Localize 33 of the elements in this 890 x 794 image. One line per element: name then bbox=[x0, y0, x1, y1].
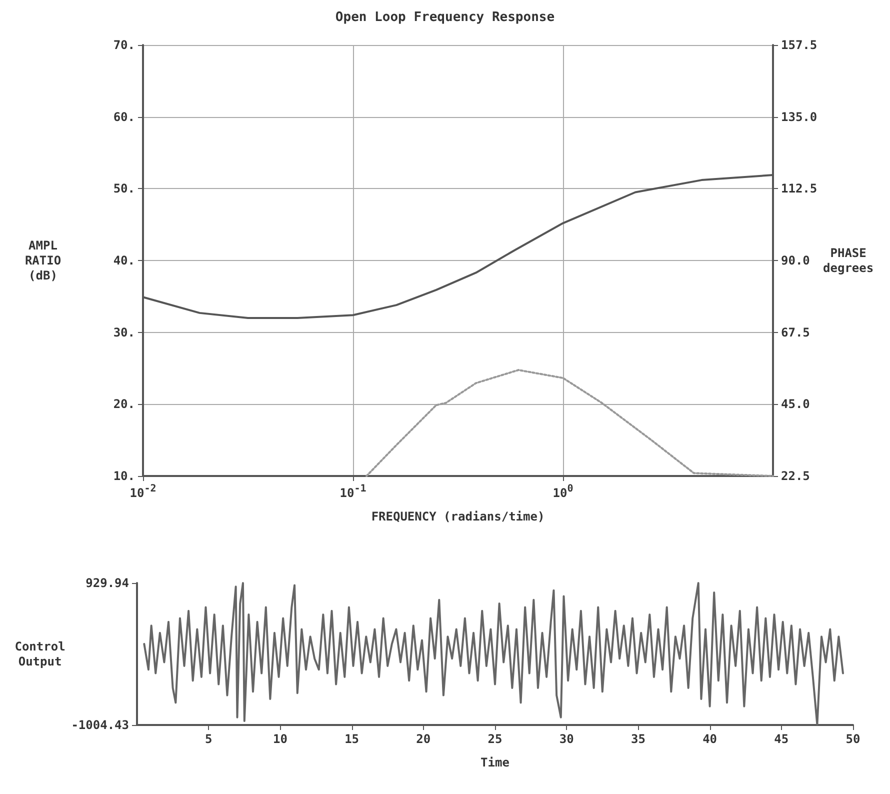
x-axis-title: FREQUENCY (radians/time) bbox=[371, 510, 545, 524]
x-tick-label: 50 bbox=[846, 732, 860, 746]
y-tick-label: -1004.43 bbox=[71, 718, 129, 732]
y-tick-label: 60. bbox=[113, 110, 135, 124]
chart-title: Open Loop Frequency Response bbox=[335, 10, 555, 25]
y-tick-label: 40. bbox=[113, 254, 135, 268]
x-tick-label: 25 bbox=[488, 732, 502, 746]
y-axis-title: AMPL RATIO (dB) bbox=[24, 238, 62, 282]
x-axis-title: Time bbox=[480, 756, 510, 770]
x-tick-label: 15 bbox=[344, 732, 360, 746]
y2-tick-label: 135.0 bbox=[781, 110, 818, 124]
y2-tick-label: 45.0 bbox=[781, 397, 810, 412]
y-tick-label: 70. bbox=[113, 38, 135, 52]
x-tick-label: 40 bbox=[702, 732, 718, 746]
y2-tick-label: 157.5 bbox=[781, 38, 818, 52]
x-tick-label: 30 bbox=[559, 732, 574, 746]
y-tick-label: 50. bbox=[113, 182, 135, 196]
y2-tick-label: 67.5 bbox=[781, 325, 810, 340]
y2-axis-title: PHASE degrees bbox=[823, 246, 874, 275]
x-tick-label: 20 bbox=[416, 732, 431, 746]
y2-tick-label: 90.0 bbox=[781, 254, 810, 268]
line-series bbox=[143, 582, 844, 726]
y-tick-label: 20. bbox=[113, 397, 135, 412]
y-tick-label: 929.94 bbox=[86, 576, 129, 590]
y-tick-label: 30. bbox=[113, 325, 135, 340]
x-tick-label: 5 bbox=[204, 732, 212, 746]
x-tick-label: 35 bbox=[630, 732, 646, 746]
y2-tick-label: 22.5 bbox=[781, 469, 810, 483]
x-tick-label: 10 bbox=[272, 732, 288, 746]
y-tick-label: 10. bbox=[113, 469, 135, 483]
x-tick-label: 45 bbox=[774, 732, 789, 746]
y2-tick-label: 112.5 bbox=[781, 182, 818, 196]
y-axis-title: Control Output bbox=[14, 640, 66, 668]
